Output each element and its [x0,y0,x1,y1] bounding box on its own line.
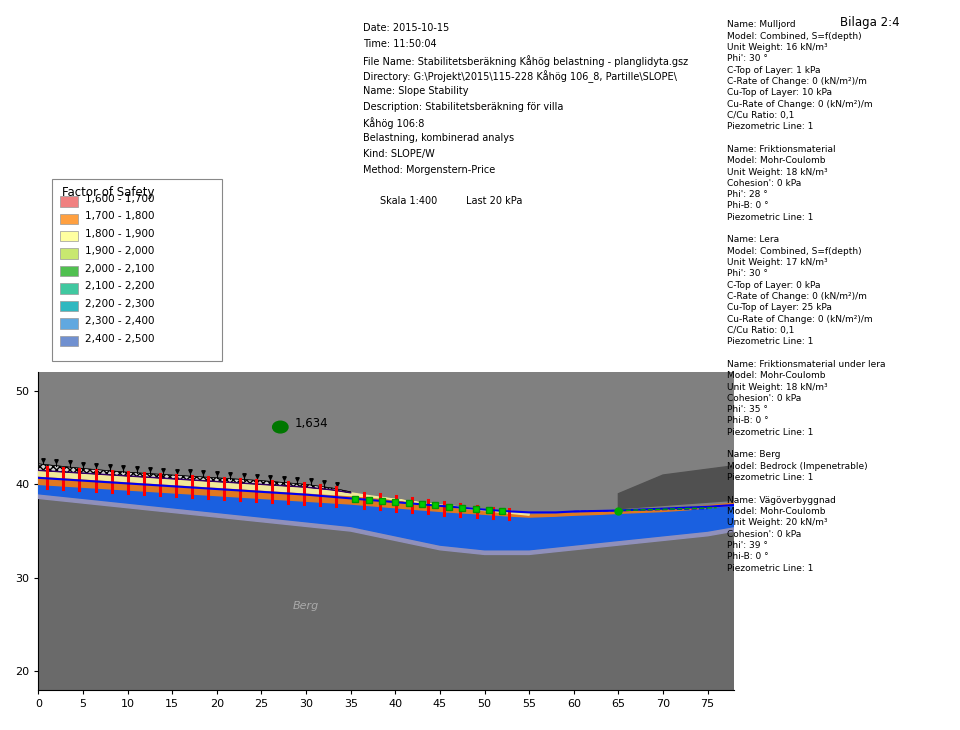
Text: Model: Mohr-Coulomb: Model: Mohr-Coulomb [727,371,826,380]
Text: Time: 11:50:04: Time: 11:50:04 [363,39,437,49]
Text: Kind: SLOPE/W: Kind: SLOPE/W [363,149,435,159]
Text: Unit Weight: 18 kN/m³: Unit Weight: 18 kN/m³ [727,168,828,177]
Text: 1,800 - 1,900: 1,800 - 1,900 [85,228,155,239]
Text: Cu-Rate of Change: 0 (kN/m²)/m: Cu-Rate of Change: 0 (kN/m²)/m [727,100,873,109]
Text: 2,300 - 2,400: 2,300 - 2,400 [85,316,155,326]
Polygon shape [38,499,734,690]
Text: Phi': 39 °: Phi': 39 ° [727,541,768,550]
Text: Bilaga 2:4: Bilaga 2:4 [840,16,900,29]
Text: Phi-B: 0 °: Phi-B: 0 ° [727,416,768,426]
Text: Cohesion': 0 kPa: Cohesion': 0 kPa [727,530,801,539]
Bar [60,318,78,328]
Text: C-Rate of Change: 0 (kN/m²)/m: C-Rate of Change: 0 (kN/m²)/m [727,292,867,301]
Text: Piezometric Line: 1: Piezometric Line: 1 [727,428,813,437]
Polygon shape [38,470,529,515]
Text: Model: Combined, S=f(depth): Model: Combined, S=f(depth) [727,31,861,41]
Text: C-Top of Layer: 0 kPa: C-Top of Layer: 0 kPa [727,281,820,290]
Text: 1,600 - 1,700: 1,600 - 1,700 [85,194,155,204]
Text: Piezometric Line: 1: Piezometric Line: 1 [727,122,813,131]
Text: Phi': 30 °: Phi': 30 ° [727,269,768,278]
Text: Piezometric Line: 1: Piezometric Line: 1 [727,564,813,572]
Bar [60,283,78,294]
Text: C/Cu Ratio: 0,1: C/Cu Ratio: 0,1 [727,326,794,335]
Text: Cu-Top of Layer: 10 kPa: Cu-Top of Layer: 10 kPa [727,88,831,97]
Text: Phi': 35 °: Phi': 35 ° [727,405,768,414]
Text: Factor of Safety: Factor of Safety [62,185,155,199]
Text: Directory: G:\Projekt\2015\115-228 Kåhög 106_8, Partille\SLOPE\: Directory: G:\Projekt\2015\115-228 Kåhög… [363,71,677,83]
Bar [60,214,78,224]
Text: 1,900 - 2,000: 1,900 - 2,000 [85,246,155,256]
Text: 2,200 - 2,300: 2,200 - 2,300 [85,299,155,309]
Text: Unit Weight: 17 kN/m³: Unit Weight: 17 kN/m³ [727,258,828,267]
Text: Name: Friktionsmaterial under lera: Name: Friktionsmaterial under lera [727,360,885,369]
Text: C-Top of Layer: 1 kPa: C-Top of Layer: 1 kPa [727,66,820,74]
Text: 1,634: 1,634 [295,417,328,430]
Bar [60,301,78,311]
Bar [60,231,78,242]
Text: 2,000 - 2,100: 2,000 - 2,100 [85,264,155,274]
Text: Unit Weight: 18 kN/m³: Unit Weight: 18 kN/m³ [727,383,828,391]
Bar [60,248,78,259]
Polygon shape [38,485,734,550]
Text: Cu-Rate of Change: 0 (kN/m²)/m: Cu-Rate of Change: 0 (kN/m²)/m [727,315,873,323]
Text: Phi': 30 °: Phi': 30 ° [727,55,768,64]
Text: Cu-Top of Layer: 25 kPa: Cu-Top of Layer: 25 kPa [727,304,831,312]
Text: Model: Combined, S=f(depth): Model: Combined, S=f(depth) [727,247,861,255]
Text: Description: Stabilitetsberäkning för villa: Description: Stabilitetsberäkning för vi… [363,101,564,112]
Text: Model: Mohr-Coulomb: Model: Mohr-Coulomb [727,156,826,165]
Text: Last 20 kPa: Last 20 kPa [466,196,522,206]
Polygon shape [618,466,734,509]
Bar [60,196,78,207]
Text: Name: Berg: Name: Berg [727,450,780,459]
Text: Unit Weight: 20 kN/m³: Unit Weight: 20 kN/m³ [727,518,828,527]
Text: Cohesion': 0 kPa: Cohesion': 0 kPa [727,179,801,188]
Text: Cohesion': 0 kPa: Cohesion': 0 kPa [727,394,801,403]
Text: Piezometric Line: 1: Piezometric Line: 1 [727,337,813,346]
Text: Model: Mohr-Coulomb: Model: Mohr-Coulomb [727,507,826,516]
Text: C/Cu Ratio: 0,1: C/Cu Ratio: 0,1 [727,111,794,120]
Text: File Name: Stabilitetsberäkning Kåhög belastning - planglidyta.gsz: File Name: Stabilitetsberäkning Kåhög be… [363,55,688,66]
Bar [60,336,78,346]
Text: Method: Morgenstern-Price: Method: Morgenstern-Price [363,165,495,174]
Text: Skala 1:400: Skala 1:400 [380,196,438,206]
Text: Name: Mulljord: Name: Mulljord [727,20,795,29]
Bar [60,266,78,277]
Text: Phi': 28 °: Phi': 28 ° [727,190,767,199]
Text: Date: 2015-10-15: Date: 2015-10-15 [363,23,449,34]
Text: Name: Friktionsmaterial: Name: Friktionsmaterial [727,145,835,154]
Text: Phi-B: 0 °: Phi-B: 0 ° [727,553,768,561]
Text: Piezometric Line: 1: Piezometric Line: 1 [727,473,813,482]
Text: Name: Vägöverbyggnad: Name: Vägöverbyggnad [727,496,835,504]
Text: Model: Bedrock (Impenetrable): Model: Bedrock (Impenetrable) [727,462,867,471]
Text: Berg: Berg [293,601,320,611]
Text: Phi-B: 0 °: Phi-B: 0 ° [727,201,768,210]
Polygon shape [38,464,350,493]
Polygon shape [38,493,734,554]
Polygon shape [38,476,734,517]
Text: C-Rate of Change: 0 (kN/m²)/m: C-Rate of Change: 0 (kN/m²)/m [727,77,867,86]
Text: Name: Slope Stability: Name: Slope Stability [363,86,468,96]
Text: Kåhög 106:8: Kåhög 106:8 [363,118,424,129]
Text: 2,100 - 2,200: 2,100 - 2,200 [85,281,155,291]
Text: 1,700 - 1,800: 1,700 - 1,800 [85,212,155,221]
Text: Unit Weight: 16 kN/m³: Unit Weight: 16 kN/m³ [727,43,828,52]
Text: Name: Lera: Name: Lera [727,235,779,245]
Text: 2,400 - 2,500: 2,400 - 2,500 [85,334,155,344]
Text: Belastning, kombinerad analys: Belastning, kombinerad analys [363,133,514,143]
Text: Piezometric Line: 1: Piezometric Line: 1 [727,213,813,222]
